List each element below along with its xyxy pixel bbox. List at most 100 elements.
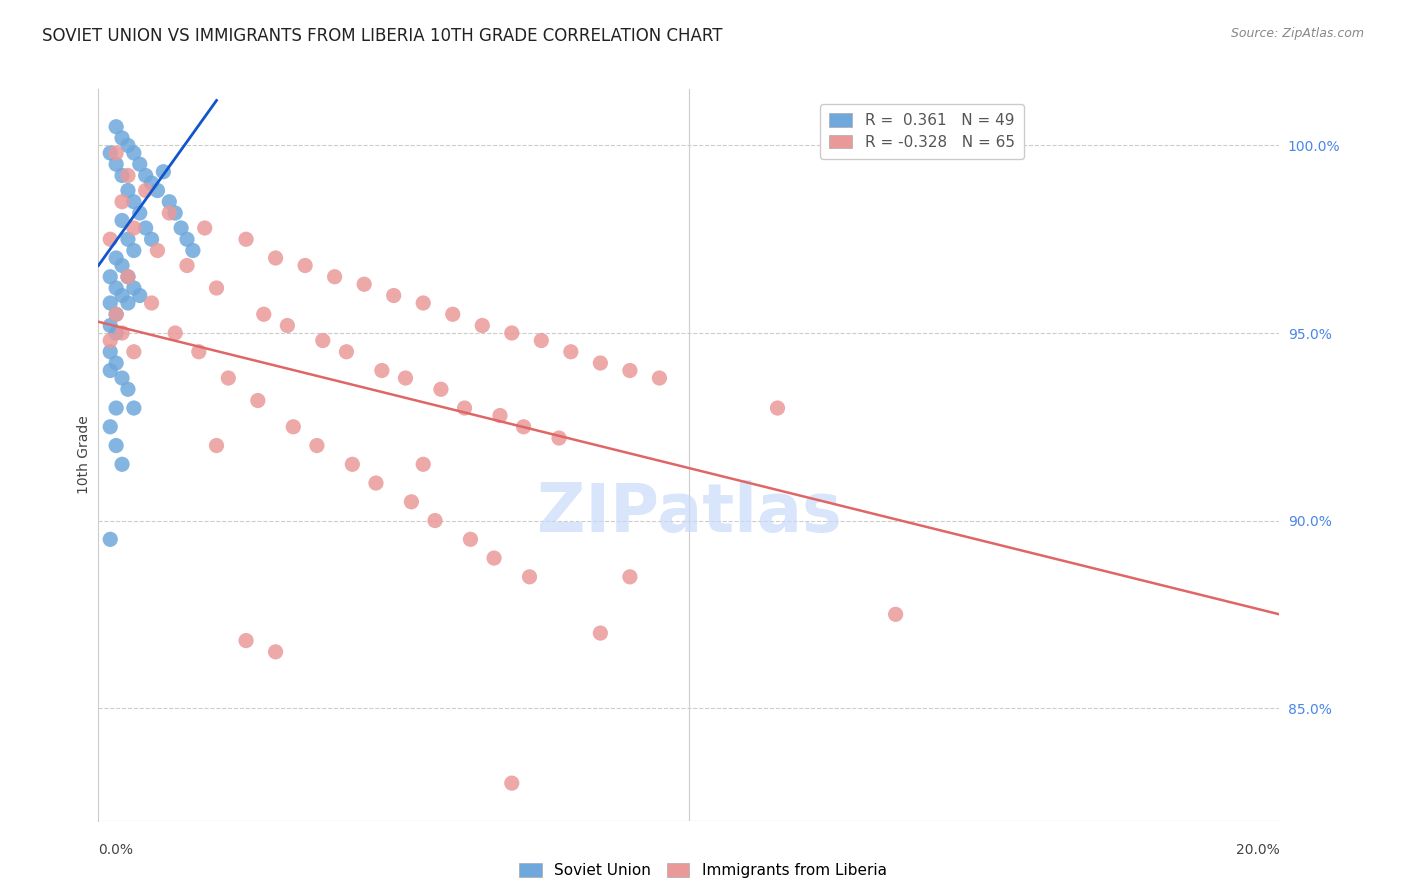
- Point: [98, 419, 121, 434]
- Point: [165, 326, 187, 340]
- Point: [181, 244, 204, 258]
- Point: [264, 251, 287, 265]
- Point: [105, 157, 128, 171]
- Point: [105, 307, 128, 321]
- Point: [141, 296, 163, 310]
- Text: 0.0%: 0.0%: [98, 843, 134, 856]
- Legend: Soviet Union, Immigrants from Liberia: Soviet Union, Immigrants from Liberia: [513, 857, 893, 884]
- Point: [98, 344, 121, 359]
- Point: [589, 626, 612, 640]
- Point: [176, 259, 198, 273]
- Point: [98, 296, 121, 310]
- Point: [98, 363, 121, 377]
- Point: [141, 176, 163, 190]
- Point: [235, 232, 257, 246]
- Point: [512, 419, 534, 434]
- Point: [530, 334, 553, 348]
- Point: [482, 551, 505, 566]
- Point: [766, 401, 789, 415]
- Point: [441, 307, 464, 321]
- Point: [394, 371, 416, 385]
- Point: [235, 633, 257, 648]
- Point: [128, 157, 150, 171]
- Point: [648, 371, 671, 385]
- Point: [122, 194, 145, 209]
- Point: [146, 184, 169, 198]
- Point: [135, 221, 157, 235]
- Point: [105, 120, 128, 134]
- Point: [276, 318, 298, 333]
- Point: [619, 363, 641, 377]
- Point: [335, 344, 357, 359]
- Point: [884, 607, 907, 622]
- Point: [111, 259, 134, 273]
- Y-axis label: 10th Grade: 10th Grade: [77, 416, 91, 494]
- Point: [122, 401, 145, 415]
- Point: [98, 145, 121, 160]
- Point: [98, 334, 121, 348]
- Point: [111, 194, 134, 209]
- Point: [382, 288, 405, 302]
- Point: [194, 221, 217, 235]
- Point: [460, 533, 482, 547]
- Point: [128, 288, 150, 302]
- Point: [589, 356, 612, 370]
- Point: [519, 570, 541, 584]
- Point: [117, 382, 139, 396]
- Point: [111, 288, 134, 302]
- Point: [117, 138, 139, 153]
- Point: [264, 645, 287, 659]
- Point: [98, 533, 121, 547]
- Point: [105, 281, 128, 295]
- Point: [283, 419, 305, 434]
- Point: [98, 232, 121, 246]
- Point: [176, 232, 198, 246]
- Point: [471, 318, 494, 333]
- Point: [122, 281, 145, 295]
- Legend: R =  0.361   N = 49, R = -0.328   N = 65: R = 0.361 N = 49, R = -0.328 N = 65: [820, 104, 1024, 159]
- Point: [412, 296, 434, 310]
- Point: [501, 776, 523, 790]
- Point: [305, 438, 328, 452]
- Text: ZIPatlas: ZIPatlas: [537, 481, 841, 547]
- Point: [117, 232, 139, 246]
- Point: [135, 184, 157, 198]
- Point: [117, 169, 139, 183]
- Point: [246, 393, 269, 408]
- Point: [111, 371, 134, 385]
- Point: [111, 458, 134, 472]
- Point: [323, 269, 346, 284]
- Point: [430, 382, 453, 396]
- Point: [111, 169, 134, 183]
- Point: [364, 476, 387, 491]
- Point: [548, 431, 571, 445]
- Point: [117, 296, 139, 310]
- Point: [117, 269, 139, 284]
- Point: [111, 131, 134, 145]
- Point: [353, 277, 375, 292]
- Text: Source: ZipAtlas.com: Source: ZipAtlas.com: [1230, 27, 1364, 40]
- Point: [371, 363, 394, 377]
- Point: [619, 570, 641, 584]
- Point: [170, 221, 193, 235]
- Point: [501, 326, 523, 340]
- Point: [453, 401, 475, 415]
- Point: [117, 184, 139, 198]
- Point: [111, 213, 134, 227]
- Point: [122, 344, 145, 359]
- Point: [205, 281, 228, 295]
- Point: [105, 326, 128, 340]
- Point: [187, 344, 209, 359]
- Point: [412, 458, 434, 472]
- Point: [342, 458, 364, 472]
- Point: [423, 514, 446, 528]
- Point: [135, 169, 157, 183]
- Point: [105, 356, 128, 370]
- Point: [105, 307, 128, 321]
- Point: [489, 409, 512, 423]
- Point: [253, 307, 276, 321]
- Text: SOVIET UNION VS IMMIGRANTS FROM LIBERIA 10TH GRADE CORRELATION CHART: SOVIET UNION VS IMMIGRANTS FROM LIBERIA …: [42, 27, 723, 45]
- Point: [157, 194, 180, 209]
- Point: [122, 221, 145, 235]
- Point: [165, 206, 187, 220]
